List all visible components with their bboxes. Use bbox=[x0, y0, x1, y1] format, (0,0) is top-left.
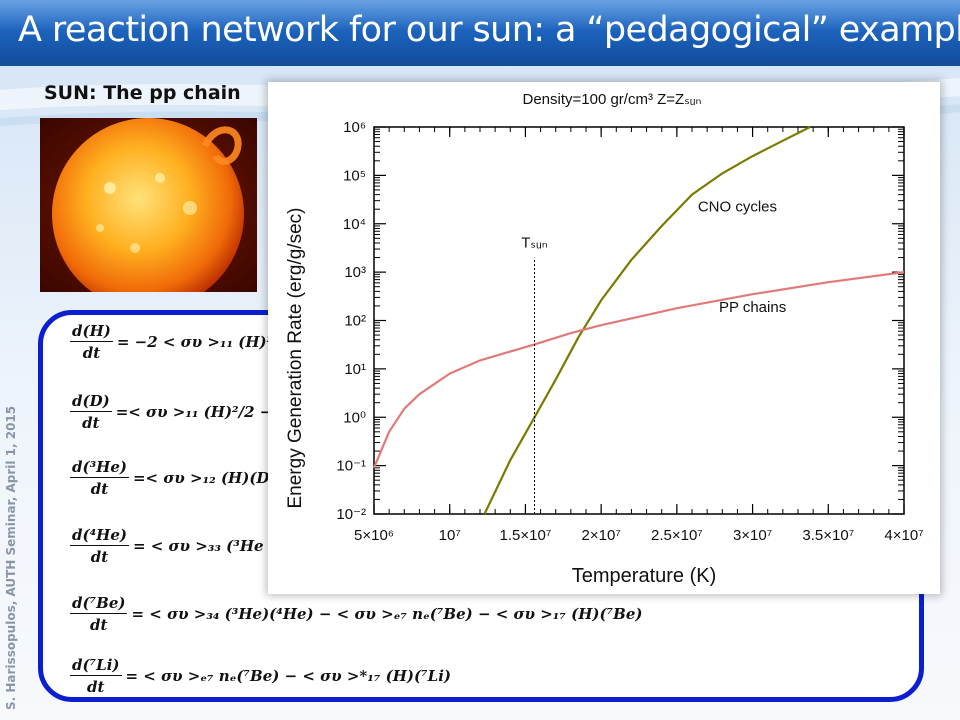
numerator: d(⁷Li) bbox=[70, 656, 122, 676]
equation-d-h: d(H) dt = −2 < συ >₁₁ (H)²/2 bbox=[70, 322, 289, 362]
slide-title: A reaction network for our sun: a “pedag… bbox=[18, 10, 960, 50]
x-axis-label: Temperature (K) bbox=[572, 565, 717, 587]
denominator: dt bbox=[90, 548, 109, 566]
numerator: d(D) bbox=[70, 392, 112, 412]
sun-image bbox=[40, 118, 257, 292]
x-tick-label: 2.5×10⁷ bbox=[651, 527, 703, 544]
equation-rhs: = < συ >₃₄ (³He)(⁴He) − < συ >ₑ₇ nₑ(⁷Be)… bbox=[131, 605, 643, 623]
equation-d-he4: d(⁴He) dt = < συ >₃₃ (³He bbox=[70, 526, 264, 566]
x-tick-label: 1.5×10⁷ bbox=[500, 527, 552, 544]
cno-cycles-label: CNO cycles bbox=[698, 198, 777, 215]
y-tick-label: 10⁰ bbox=[343, 409, 366, 426]
x-tick-label: 2×10⁷ bbox=[582, 527, 621, 544]
fraction: d(⁴He) dt bbox=[70, 526, 129, 566]
y-tick-label: 10⁵ bbox=[343, 167, 366, 184]
equation-d-li7: d(⁷Li) dt = < συ >ₑ₇ nₑ(⁷Be) − < συ >*₁₇ (… bbox=[70, 656, 451, 696]
x-tick-label: 3×10⁷ bbox=[733, 527, 772, 544]
denominator: dt bbox=[90, 616, 108, 634]
plot-area: 5×10⁶ 10⁷ 1.5×10⁷ 2×10⁷ 2.5×10⁷ 3×10⁷ 3.5×10⁷ 4… bbox=[336, 119, 923, 544]
x-tick-label: 5×10⁶ bbox=[354, 527, 394, 544]
cno-cycles-curve bbox=[483, 126, 811, 515]
numerator: d(⁴He) bbox=[70, 526, 129, 546]
equation-rhs: =< συ >₁₁ (H)²/2 − < bbox=[115, 403, 291, 421]
y-tick-label: 10⁻¹ bbox=[336, 458, 366, 475]
energy-rate-chart-panel: Density=100 gr/cm³ Z=Zₛᵤₙ Temperature (K… bbox=[268, 82, 940, 594]
fraction: d(D) dt bbox=[70, 392, 112, 432]
title-bar: A reaction network for our sun: a “pedag… bbox=[0, 0, 960, 66]
y-axis-label: Energy Generation Rate (erg/g/sec) bbox=[285, 208, 306, 509]
denominator: dt bbox=[90, 480, 109, 498]
x-tick-label: 4×10⁷ bbox=[884, 527, 923, 544]
author-credit: S. Harissopulos, AUTH Seminar, April 1, … bbox=[4, 405, 18, 710]
fraction: d(⁷Li) dt bbox=[70, 656, 122, 696]
chart-title: Density=100 gr/cm³ Z=Zₛᵤₙ bbox=[522, 91, 701, 108]
denominator: dt bbox=[82, 344, 101, 362]
y-tick-label: 10³ bbox=[344, 264, 366, 281]
x-tick-label: 10⁷ bbox=[439, 527, 461, 544]
denominator: dt bbox=[87, 678, 105, 696]
energy-rate-chart: Density=100 gr/cm³ Z=Zₛᵤₙ Temperature (K… bbox=[285, 91, 924, 587]
equation-rhs: =< συ >₁₂ (H)(D) bbox=[132, 469, 277, 487]
fraction: d(⁷Be) dt bbox=[70, 594, 128, 634]
title-bar-gloss bbox=[0, 0, 960, 30]
numerator: d(H) bbox=[70, 322, 113, 342]
fraction: d(H) dt bbox=[70, 322, 113, 362]
plot-frame bbox=[373, 126, 905, 515]
equation-d-he3: d(³He) dt =< συ >₁₂ (H)(D) bbox=[70, 458, 277, 498]
y-tick-label: 10⁻² bbox=[336, 506, 366, 523]
equation-rhs: = < συ >₃₃ (³He bbox=[132, 537, 264, 555]
equation-rhs: = −2 < συ >₁₁ (H)²/2 bbox=[116, 333, 290, 351]
denominator: dt bbox=[82, 414, 100, 432]
pp-chains-label: PP chains bbox=[719, 299, 786, 316]
x-tick-label: 3.5×10⁷ bbox=[802, 527, 854, 544]
y-tick-label: 10⁴ bbox=[343, 216, 366, 233]
equation-d-d: d(D) dt =< συ >₁₁ (H)²/2 − < bbox=[70, 392, 290, 432]
numerator: d(⁷Be) bbox=[70, 594, 128, 614]
fraction: d(³He) dt bbox=[70, 458, 129, 498]
y-tick-label: 10² bbox=[344, 313, 366, 330]
equation-rhs: = < συ >ₑ₇ nₑ(⁷Be) − < συ >*₁₇ (H)(⁷Li) bbox=[125, 667, 452, 685]
tsun-label: Tₛᵤₙ bbox=[521, 235, 547, 252]
y-tick-label: 10¹ bbox=[344, 361, 366, 378]
pp-chains-curve bbox=[372, 271, 905, 469]
numerator: d(³He) bbox=[70, 458, 129, 478]
equation-d-be7: d(⁷Be) dt = < συ >₃₄ (³He)(⁴He) − < συ >ₑ₇… bbox=[70, 594, 643, 634]
y-tick-label: 10⁶ bbox=[343, 119, 366, 136]
sun-heading: SUN: The pp chain bbox=[44, 82, 241, 104]
